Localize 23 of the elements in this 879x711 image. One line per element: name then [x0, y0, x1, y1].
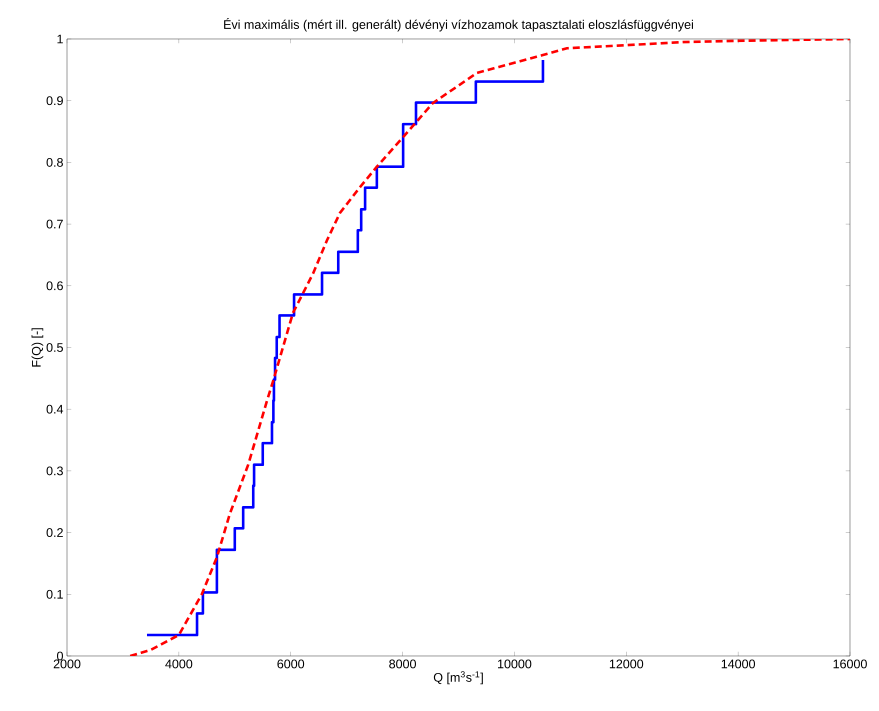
y-tick-label: 0.2 [46, 528, 63, 538]
y-axis-title: F(Q) [-] [32, 328, 44, 367]
y-tick-label: 1 [57, 34, 63, 44]
chart-title: Évi maximális (mért ill. generált) dévényi vízhozamok tapasztalati eloszlásfüggvényei [224, 18, 693, 32]
x-tick-label: 12000 [610, 660, 644, 668]
line-series [128, 38, 850, 656]
x-tick-label: 8000 [389, 660, 416, 668]
y-tick-label: 0.4 [46, 404, 64, 414]
x-tick-label: 14000 [722, 660, 756, 668]
x-tick-label: 4000 [165, 660, 192, 668]
x-tick-label: 6000 [277, 660, 304, 668]
y-tick-label: 0.7 [46, 220, 63, 229]
y-tick-label: 0.5 [46, 343, 63, 352]
x-tick-label: 16000 [834, 660, 867, 668]
x-tick-label: 10000 [498, 660, 532, 668]
y-tick-label: 0.1 [46, 590, 63, 599]
x-tick-label: 2000 [54, 660, 80, 668]
y-tick-label: 0 [57, 652, 63, 660]
y-tick-label: 0.9 [46, 96, 63, 106]
y-tick-label: 0.3 [46, 466, 63, 476]
x-axis-title: Q [m$^{3}$s$^{-1}$] [434, 671, 483, 684]
y-tick-label: 0.6 [46, 281, 63, 290]
y-tick-label: 0.8 [46, 158, 63, 167]
